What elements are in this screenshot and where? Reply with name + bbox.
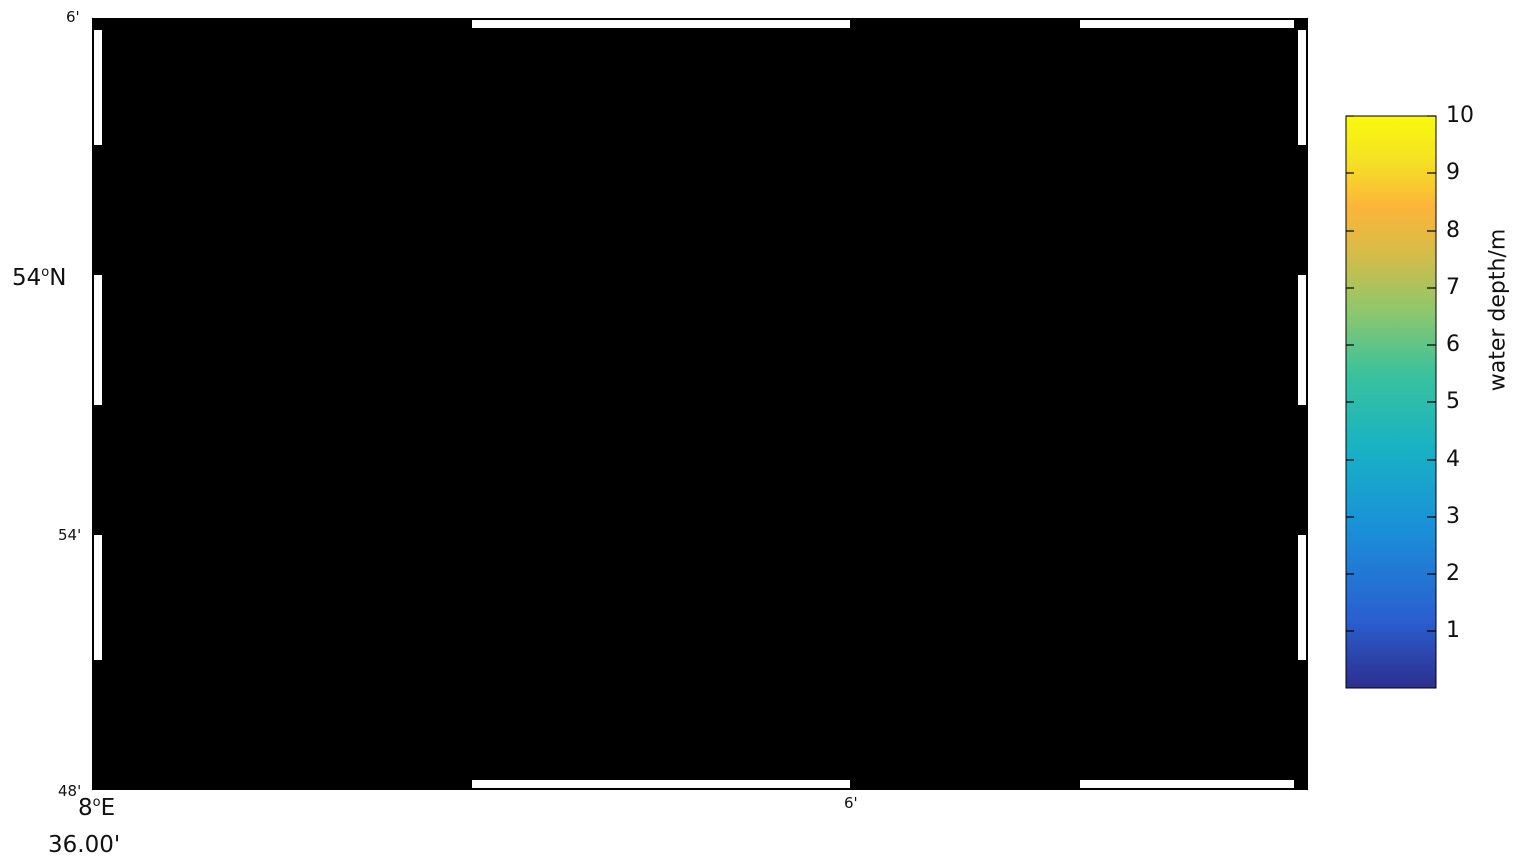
y-tick-label: 48' xyxy=(58,782,82,800)
x-tick-label: 6' xyxy=(844,794,858,812)
colorbar xyxy=(1345,115,1437,689)
x-tick-label: 8oE xyxy=(78,795,116,821)
colorbar-tick-label: 8 xyxy=(1446,218,1460,243)
y-tick-label: 54' xyxy=(58,526,82,544)
y-tick-label: 6' xyxy=(66,8,80,26)
colorbar-tick-label: 6 xyxy=(1446,332,1460,357)
map-frame xyxy=(91,17,1309,791)
x-tick-label: 36.00' xyxy=(48,832,121,858)
colorbar-tick-label: 9 xyxy=(1446,160,1460,185)
colorbar-tick-label: 4 xyxy=(1446,447,1460,472)
colorbar-label: water depth/m xyxy=(1485,228,1511,392)
colorbar-tick-label: 3 xyxy=(1446,504,1460,529)
colorbar-tick-label: 7 xyxy=(1446,275,1460,300)
colorbar-tick-label: 5 xyxy=(1446,389,1460,414)
colorbar-tick-label: 10 xyxy=(1446,103,1474,128)
y-tick-label: 54oN xyxy=(12,265,67,291)
colorbar-tick-label: 2 xyxy=(1446,561,1460,586)
colorbar-tick-label: 1 xyxy=(1446,618,1460,643)
colorbar-ticks xyxy=(1346,115,1436,632)
